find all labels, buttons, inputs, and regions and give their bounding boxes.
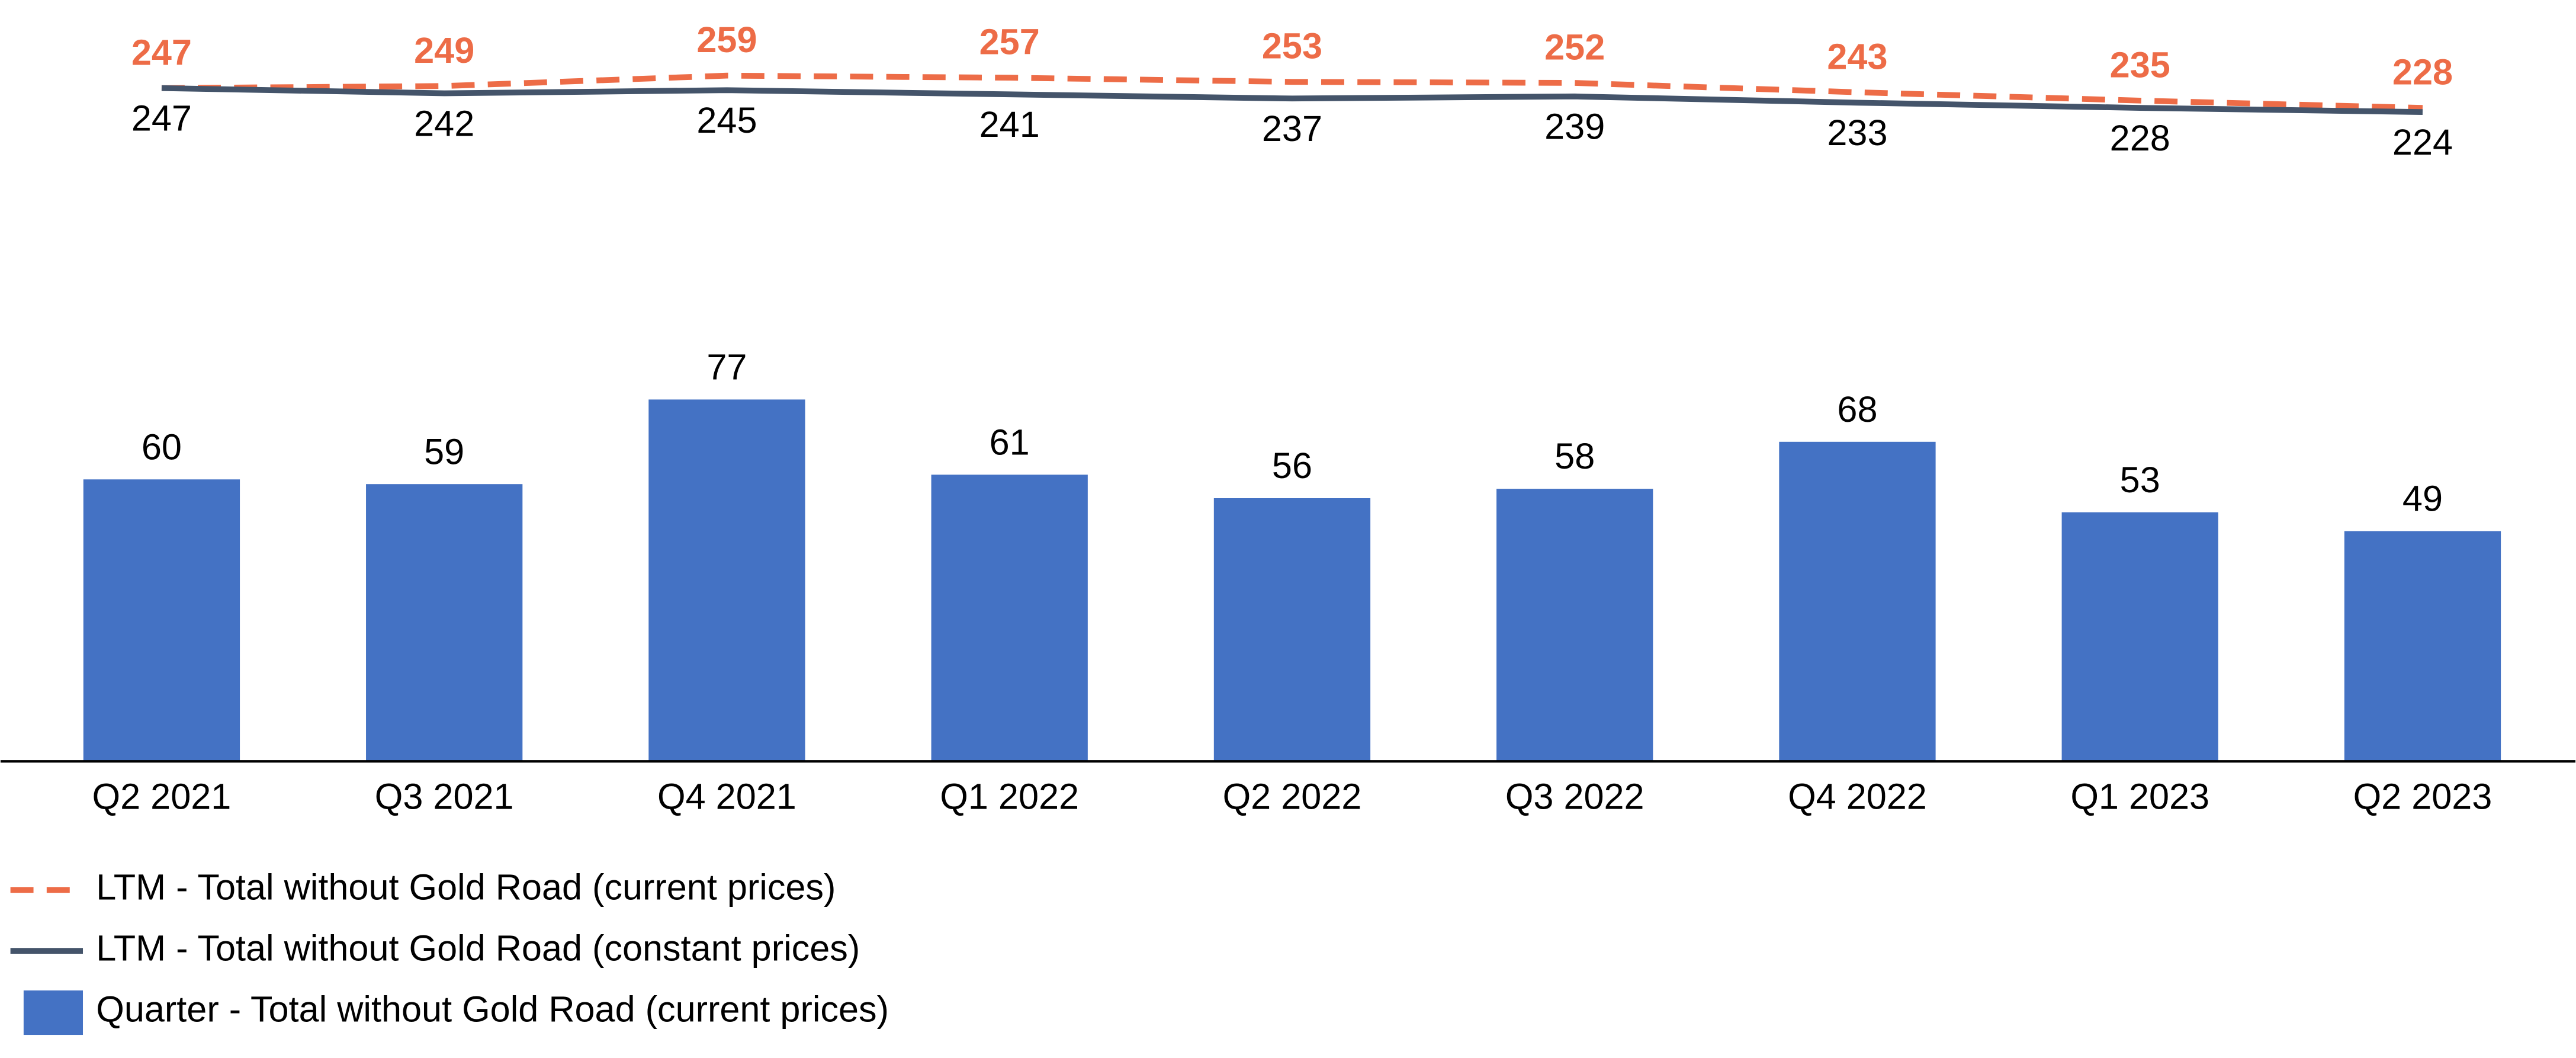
line-value-label: 253 [1262, 26, 1322, 66]
line-value-label: 224 [2392, 122, 2453, 162]
line-value-label: 239 [1544, 107, 1605, 147]
bar-value-label: 68 [1837, 389, 1877, 429]
bar-value-label: 58 [1554, 436, 1595, 476]
line [161, 72, 2423, 111]
line [161, 85, 2423, 116]
bar [2061, 512, 2218, 762]
bar-value-label: 53 [2120, 460, 2160, 500]
legend: LTM - Total without Gold Road (current p… [10, 867, 889, 1035]
line-value-label: 242 [414, 103, 474, 143]
legend-label: LTM - Total without Gold Road (current p… [96, 867, 836, 907]
bar-value-label: 56 [1272, 445, 1312, 486]
legend-label: Quarter - Total without Gold Road (curre… [96, 989, 889, 1029]
x-tick-label: Q2 2022 [1223, 776, 1362, 816]
bar-value-label: 49 [2402, 479, 2443, 519]
bar [1213, 498, 1371, 762]
bar [1779, 441, 1936, 762]
line-value-label: 228 [2110, 118, 2170, 158]
line-value-label: 233 [1827, 113, 1887, 153]
line-value-label: 241 [979, 104, 1040, 145]
line-value-label: 252 [1544, 27, 1605, 67]
legend-label: LTM - Total without Gold Road (constant … [96, 928, 860, 968]
line-value-label: 235 [2110, 44, 2170, 85]
x-tick-label: Q1 2023 [2070, 776, 2209, 816]
line-value-label: 257 [979, 22, 1040, 62]
bar [931, 475, 1088, 762]
line-value-label: 237 [1262, 108, 1322, 149]
bar [648, 399, 805, 762]
line-value-label: 249 [414, 30, 474, 70]
x-tick-label: Q4 2022 [1788, 776, 1927, 816]
line-value-label: 228 [2392, 52, 2453, 92]
line-value-label: 247 [131, 98, 192, 139]
line-value-label: 247 [131, 32, 192, 72]
x-tick-label: Q3 2022 [1505, 776, 1644, 816]
bar [2344, 531, 2501, 762]
legend-swatch [23, 990, 83, 1035]
line-value-label: 243 [1827, 36, 1887, 76]
bar-value-label: 77 [706, 347, 747, 387]
line-value-label: 259 [696, 20, 757, 60]
bar-value-label: 60 [142, 427, 182, 467]
x-tick-label: Q2 2023 [2353, 776, 2493, 816]
line-value-label: 245 [696, 100, 757, 140]
bar-value-label: 59 [424, 431, 464, 472]
plot-area: Q2 2021 Q3 2021 Q4 2021 Q1 2022 Q2 2022 Q3 20… [0, 20, 2576, 816]
x-tick-label: Q1 2022 [940, 776, 1079, 816]
x-tick-label: Q4 2021 [657, 776, 796, 816]
bar-value-label: 61 [990, 422, 1030, 462]
bar [366, 484, 523, 762]
x-tick-label: Q2 2021 [92, 776, 232, 816]
x-tick-label: Q3 2021 [375, 776, 514, 816]
bar [1496, 489, 1653, 762]
bar [83, 479, 240, 762]
